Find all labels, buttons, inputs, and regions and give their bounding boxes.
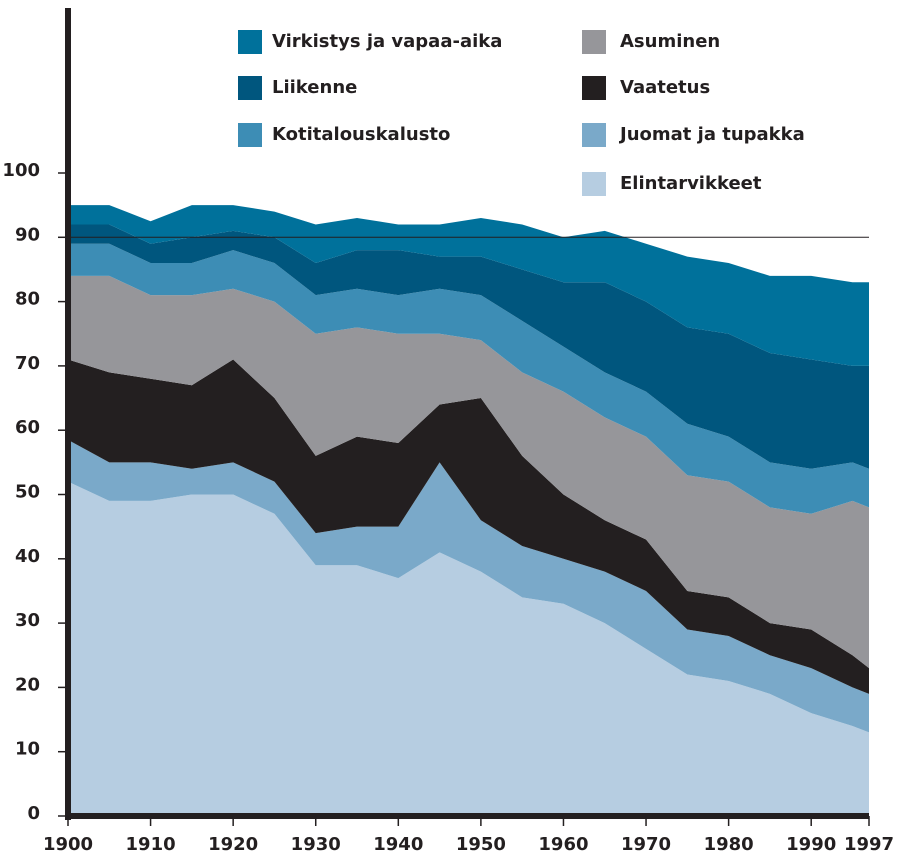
- legend-label: Vaatetus: [620, 77, 710, 98]
- y-tick-label: 20: [15, 674, 40, 695]
- x-tick-label: 1900: [43, 834, 93, 855]
- legend-label: Elintarvikkeet: [620, 173, 762, 194]
- x-tick-label: 1980: [704, 834, 754, 855]
- legend-label: Liikenne: [272, 77, 357, 98]
- y-tick-label: 80: [15, 289, 40, 310]
- x-tick-label: 1970: [621, 834, 671, 855]
- x-tick-label: 1920: [208, 834, 258, 855]
- legend-label: Virkistys ja vapaa-aika: [272, 31, 502, 52]
- area: [68, 481, 869, 816]
- area: [68, 359, 869, 694]
- legend-swatch: [238, 123, 262, 147]
- area: [68, 224, 869, 469]
- legend-swatch: [582, 76, 606, 100]
- y-tick-label: 50: [15, 482, 40, 503]
- legend-swatch: [582, 123, 606, 147]
- y-tick-label: 70: [15, 353, 40, 374]
- y-tick-label: 100: [2, 160, 40, 181]
- y-tick-label: 0: [27, 803, 40, 824]
- area: [68, 243, 869, 514]
- y-tick-label: 90: [15, 224, 40, 245]
- area: [68, 275, 869, 669]
- x-tick-label: 1990: [786, 834, 836, 855]
- y-tick-label: 60: [15, 417, 40, 438]
- y-tick-label: 40: [15, 546, 40, 567]
- legend-swatch: [582, 172, 606, 196]
- x-tick-label: 1950: [456, 834, 506, 855]
- y-tick-label: 10: [15, 739, 40, 760]
- area: [68, 439, 869, 733]
- x-tick-label: 1960: [538, 834, 588, 855]
- legend-label: Asuminen: [620, 31, 720, 52]
- legend-swatch: [238, 76, 262, 100]
- legend-swatch: [238, 30, 262, 54]
- legend-label: Juomat ja tupakka: [618, 124, 805, 145]
- legend-swatch: [582, 30, 606, 54]
- x-tick-label: 1940: [373, 834, 423, 855]
- legend-label: Kotitalouskalusto: [272, 124, 450, 145]
- x-tick-label: 1910: [126, 834, 176, 855]
- x-tick-label: 1997: [844, 834, 894, 855]
- y-tick-label: 30: [15, 610, 40, 631]
- x-tick-label: 1930: [291, 834, 341, 855]
